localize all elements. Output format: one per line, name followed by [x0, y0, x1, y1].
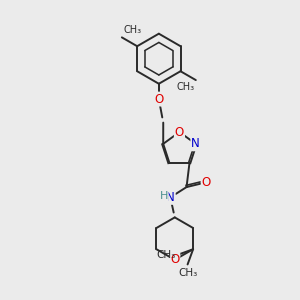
Text: N: N — [166, 191, 175, 204]
Text: H: H — [160, 191, 168, 201]
Text: CH₃: CH₃ — [178, 268, 197, 278]
Text: O: O — [154, 93, 164, 106]
Text: CH₃: CH₃ — [176, 82, 194, 92]
Text: N: N — [191, 137, 200, 150]
Text: CH₃: CH₃ — [123, 25, 142, 35]
Text: O: O — [202, 176, 211, 189]
Text: O: O — [175, 125, 184, 139]
Text: CH₃: CH₃ — [156, 250, 176, 260]
Text: O: O — [170, 253, 179, 266]
